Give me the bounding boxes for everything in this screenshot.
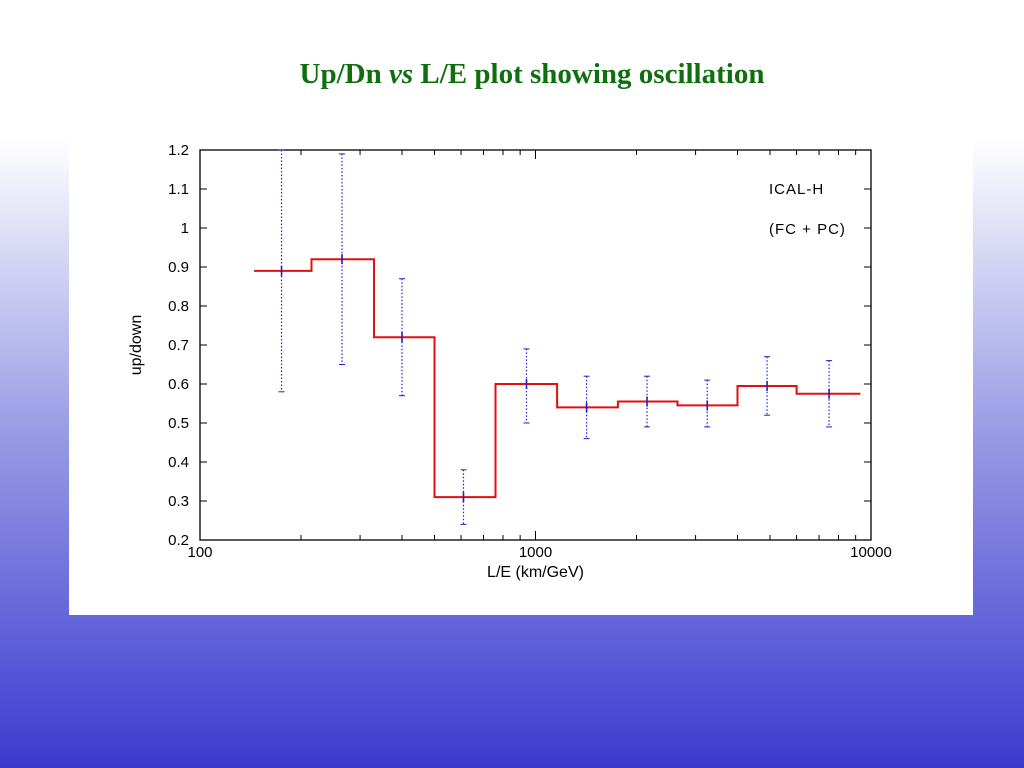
y-axis-label: up/down xyxy=(128,315,145,376)
title-vs: vs xyxy=(388,58,414,90)
plot-frame xyxy=(199,149,872,541)
y-tick-label: 0.3 xyxy=(168,493,189,510)
y-tick-label: 1.1 xyxy=(168,181,189,198)
legend-line-2: (FC + PC) xyxy=(769,221,846,238)
updown-chart: 0.20.30.40.50.60.70.80.911.11.2 100 1000 1… xyxy=(128,142,892,581)
y-tick-label: 0.7 xyxy=(168,337,189,354)
x-tick-label: 100 xyxy=(187,544,212,561)
y-tick-label: 0.5 xyxy=(168,415,189,432)
title-part1: Up/Dn xyxy=(299,58,389,90)
title-part2: L/E plot showing oscillation xyxy=(413,58,765,90)
y-tick-label: 0.9 xyxy=(168,259,189,276)
y-tick-label: 1 xyxy=(181,220,189,237)
y-tick-label: 0.4 xyxy=(168,454,189,471)
x-axis-label: L/E (km/GeV) xyxy=(487,564,584,581)
y-tick-label: 0.2 xyxy=(168,532,189,549)
y-tick-label: 1.2 xyxy=(168,142,189,159)
legend-line-1: ICAL-H xyxy=(769,181,824,198)
y-axis-ticks: 0.2 0.3 0.4 0.5 0.6 0.7 0.8 0.9 1 1.1 1.2 xyxy=(168,142,871,549)
y-tick-label: 0.8 xyxy=(168,298,189,315)
histogram-line xyxy=(254,258,861,499)
data-point-markers xyxy=(280,254,830,503)
y-tick-label: 0.6 xyxy=(168,376,189,393)
x-axis-ticks: 100 1000 10000 xyxy=(187,150,892,561)
error-bars xyxy=(278,149,833,525)
x-tick-label: 10000 xyxy=(850,544,892,561)
slide-title: Up/Dn vs L/E plot showing oscillation xyxy=(0,58,1024,91)
plot-panel: 0.2 0.3 0.4 0.5 0.6 0.7 0.8 0.9 1 1.1 1.2 100 1000 1… xyxy=(69,93,973,615)
x-tick-label: 1000 xyxy=(519,544,552,561)
